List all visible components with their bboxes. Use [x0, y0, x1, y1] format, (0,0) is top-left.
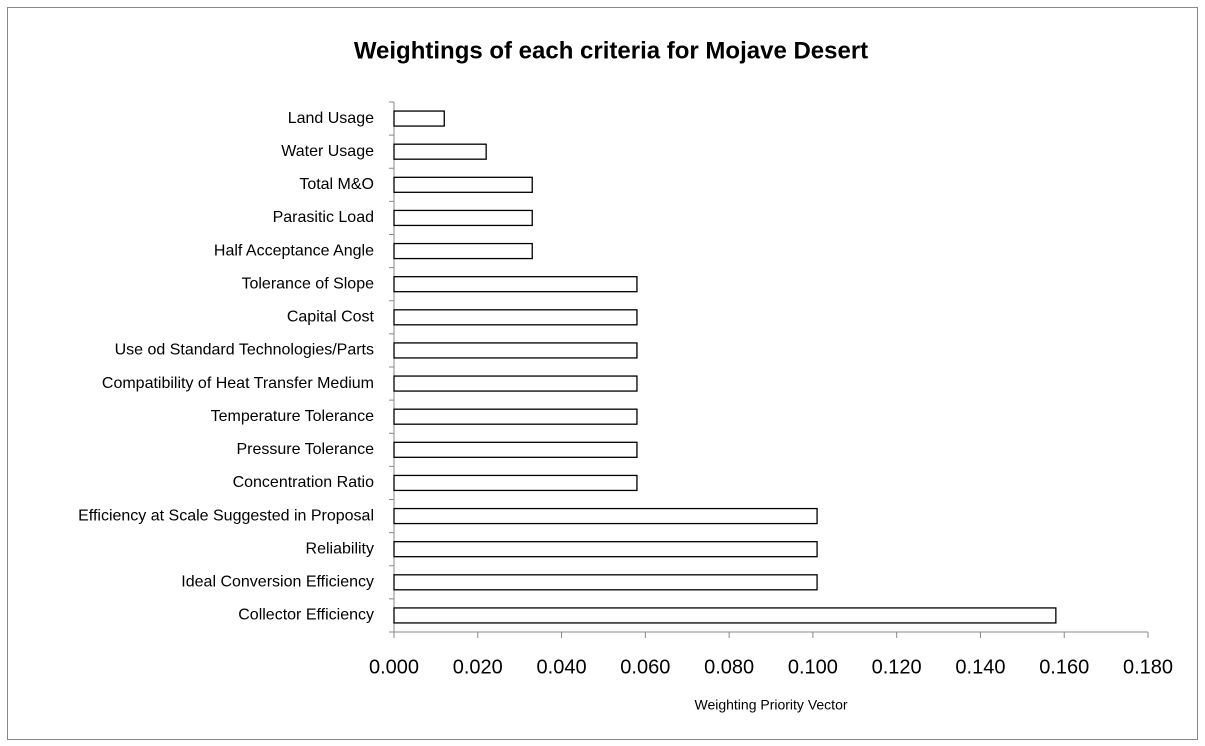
y-tick-label: Ideal Conversion Efficiency	[181, 574, 374, 591]
x-tick-label: 0.040	[537, 656, 587, 678]
x-tick-label: 0.020	[453, 656, 503, 678]
y-tick-label: Half Acceptance Angle	[214, 242, 374, 259]
y-tick-label: Use od Standard Technologies/Parts	[115, 342, 374, 359]
bar	[393, 143, 487, 160]
bar	[393, 110, 445, 127]
x-tick-label: 0.160	[1039, 656, 1089, 678]
y-tick-label: Collector Efficiency	[238, 607, 374, 624]
bar	[393, 342, 638, 359]
y-tick-label: Total M&O	[299, 176, 374, 193]
x-tick-label: 0.000	[369, 656, 419, 678]
bar	[393, 176, 533, 193]
chart-frame	[7, 7, 1198, 740]
bar	[393, 507, 818, 525]
chart-title: Weightings of each criteria for Mojave D…	[354, 37, 868, 64]
bar	[393, 309, 638, 326]
bar	[393, 574, 818, 591]
x-tick-label: 0.180	[1123, 656, 1173, 678]
x-tick-label: 0.060	[620, 656, 670, 678]
bar	[393, 541, 818, 558]
y-tick-label: Efficiency at Scale Suggested in Proposa…	[78, 507, 374, 524]
y-tick-label: Pressure Tolerance	[236, 441, 374, 458]
bar	[393, 607, 1057, 624]
y-tick-label: Tolerance of Slope	[241, 275, 374, 292]
y-tick-label: Concentration Ratio	[233, 474, 375, 491]
x-tick-label: 0.080	[704, 656, 754, 678]
y-tick-label: Reliability	[306, 540, 374, 557]
y-tick-label: Water Usage	[281, 143, 374, 160]
y-tick-label: Temperature Tolerance	[211, 408, 374, 425]
x-axis-title: Weighting Priority Vector	[694, 697, 847, 713]
bar	[393, 408, 638, 425]
y-tick-label: Parasitic Load	[273, 209, 374, 226]
x-tick-label: 0.140	[955, 656, 1005, 678]
bar	[393, 242, 533, 260]
bar	[393, 209, 533, 227]
bar	[393, 276, 638, 293]
bar	[393, 375, 638, 392]
y-tick-label: Capital Cost	[287, 309, 375, 326]
y-tick-label: Land Usage	[288, 110, 374, 127]
x-tick-label: 0.100	[788, 656, 838, 678]
y-tick-label: Compatibility of Heat Transfer Medium	[102, 375, 374, 392]
bar	[393, 474, 638, 492]
x-tick-label: 0.120	[872, 656, 922, 678]
bar	[393, 441, 638, 458]
